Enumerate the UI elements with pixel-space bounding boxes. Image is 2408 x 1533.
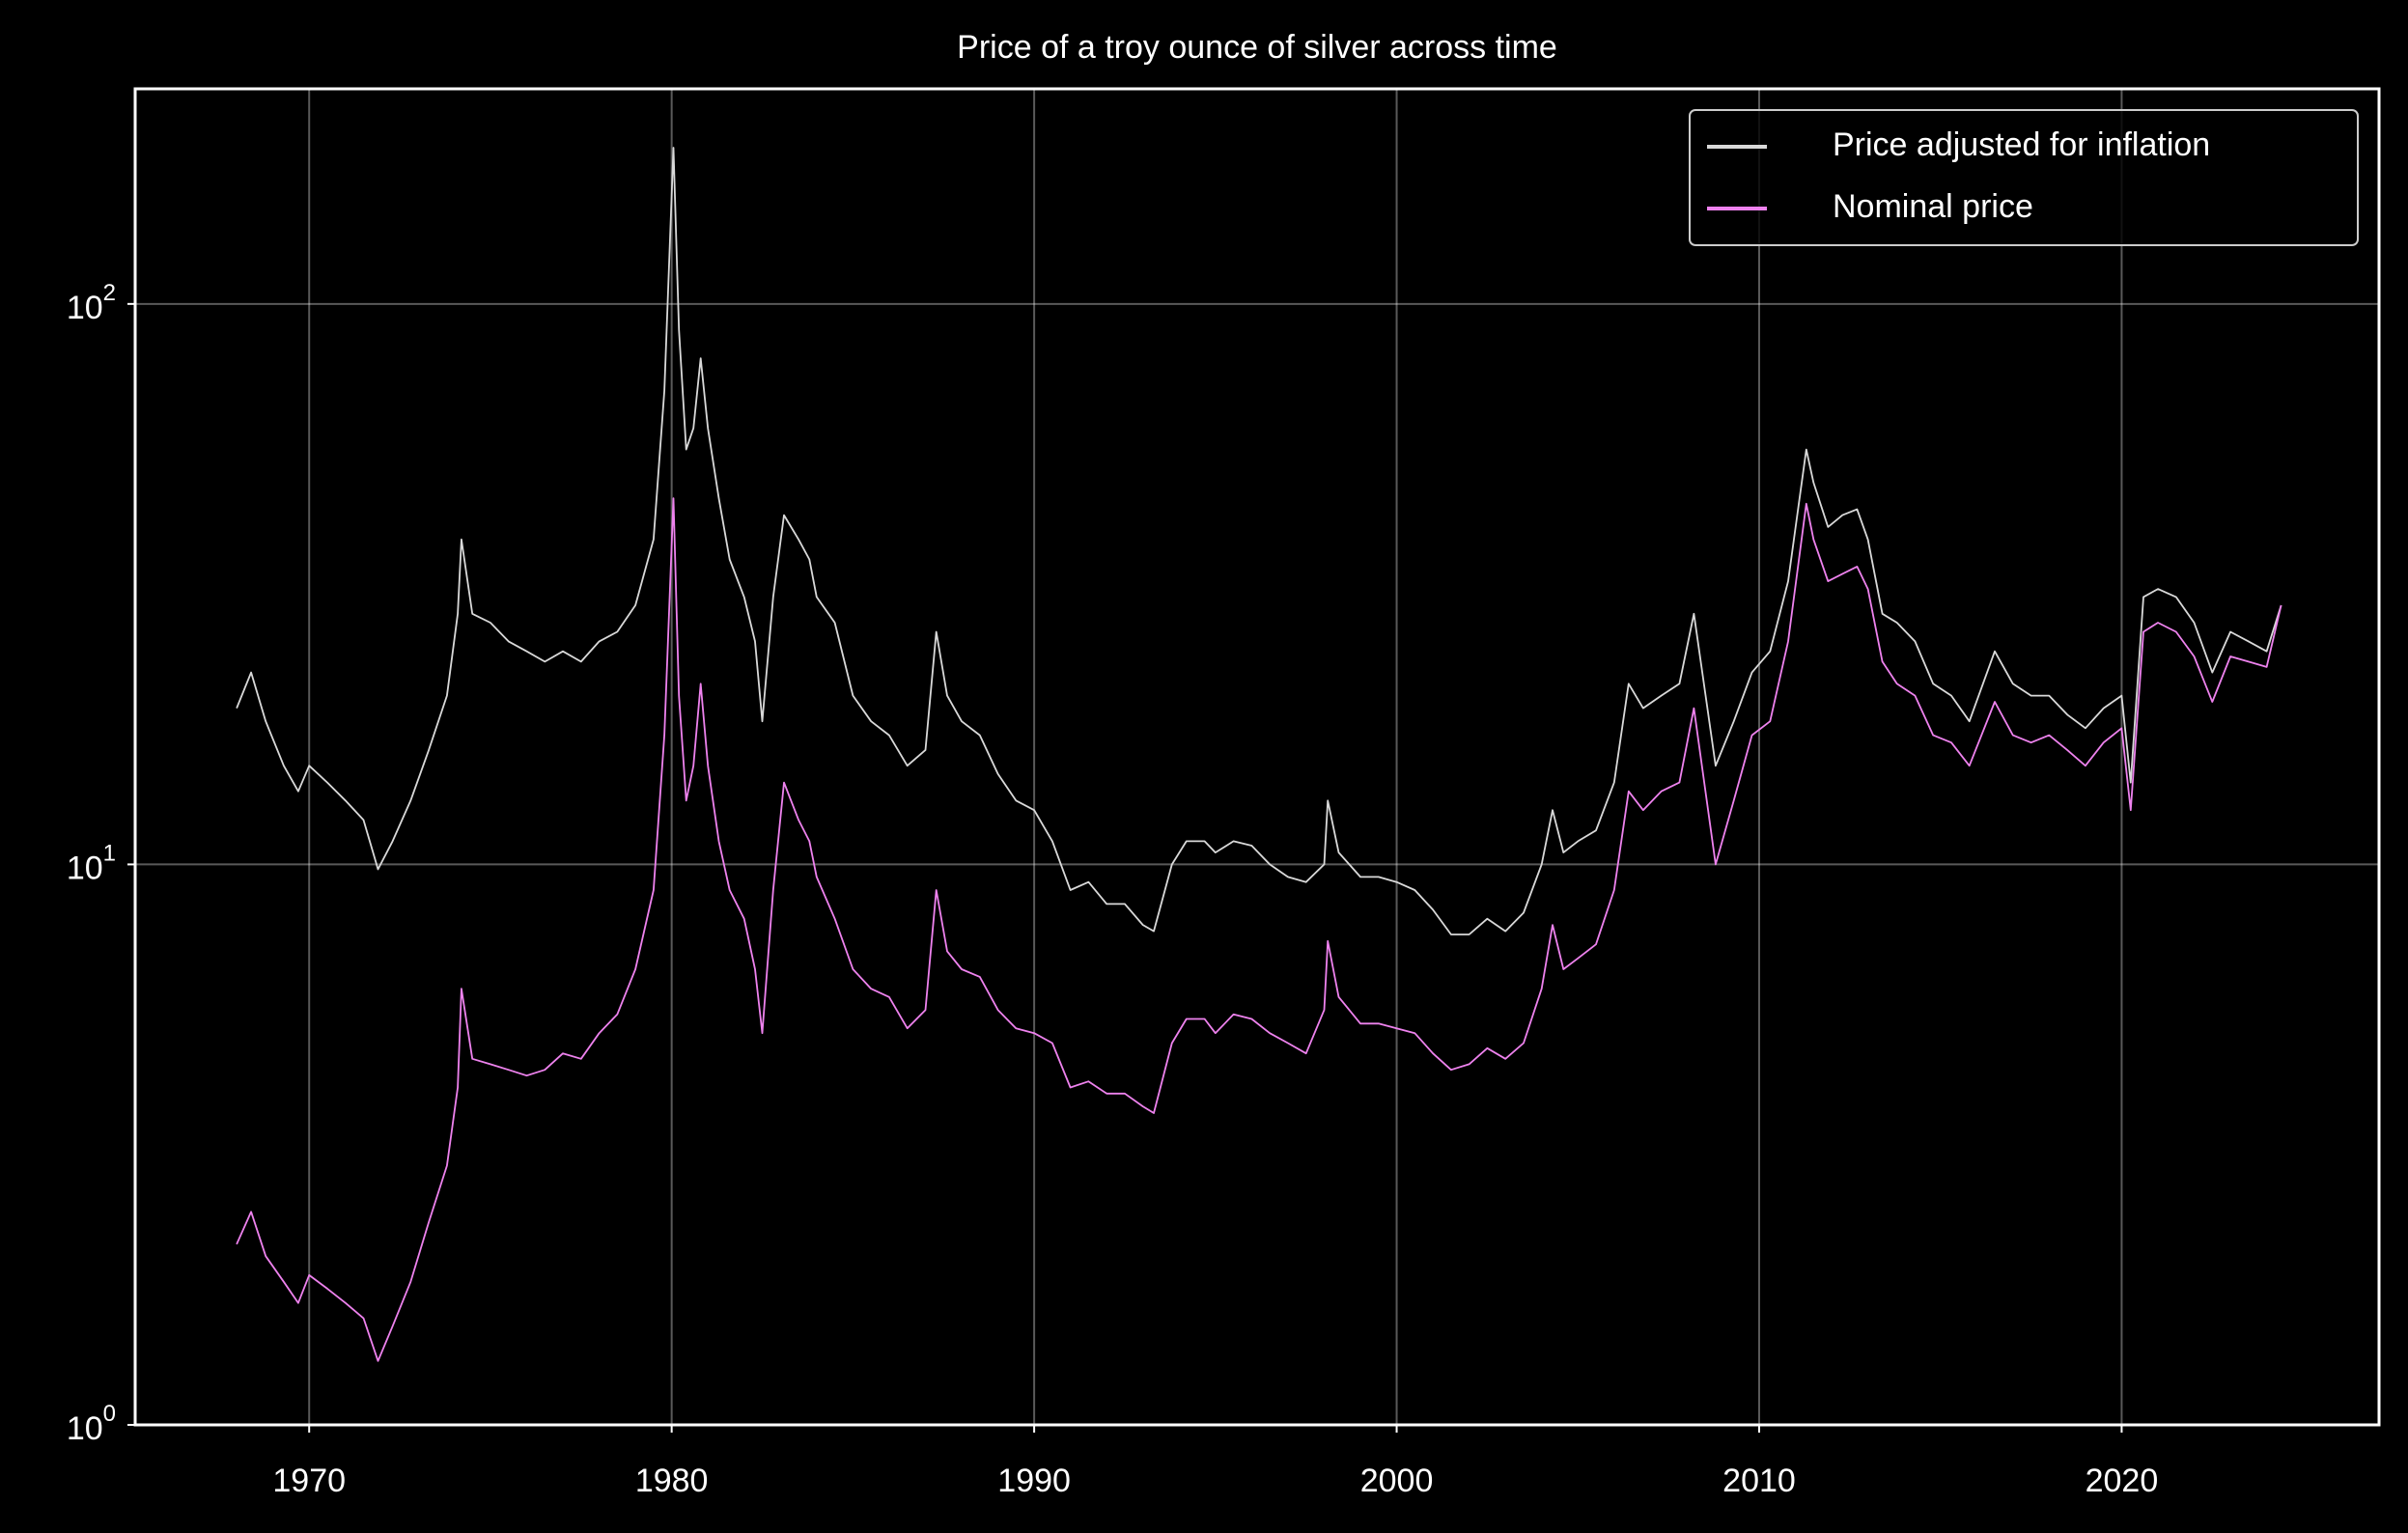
x-tick-label: 1980	[635, 1463, 709, 1499]
y-tick-base: 10	[67, 1410, 103, 1447]
y-tick-exponent: 0	[103, 1401, 116, 1427]
legend-label: Price adjusted for inflation	[1833, 126, 2210, 163]
x-tick-label: 2000	[1360, 1463, 1434, 1499]
x-tick-label: 1990	[997, 1463, 1071, 1499]
series-line	[236, 497, 2282, 1362]
plot-frame	[133, 87, 2381, 1427]
y-tick-exponent: 1	[103, 841, 116, 867]
y-tick-label: 101	[67, 841, 116, 887]
y-tick-base: 10	[67, 290, 103, 326]
legend-box	[1689, 109, 2359, 246]
x-tick-label: 2010	[1722, 1463, 1796, 1499]
legend-label: Nominal price	[1833, 188, 2033, 225]
y-tick-label: 102	[67, 280, 116, 326]
series-line	[236, 147, 2282, 935]
y-tick-exponent: 2	[103, 280, 116, 306]
x-tick-label: 2020	[2086, 1463, 2159, 1499]
x-tick-label: 1970	[272, 1463, 346, 1499]
y-tick-label: 100	[67, 1401, 116, 1447]
chart-title: Price of a troy ounce of silver across t…	[957, 29, 1557, 66]
y-tick-base: 10	[67, 850, 103, 886]
